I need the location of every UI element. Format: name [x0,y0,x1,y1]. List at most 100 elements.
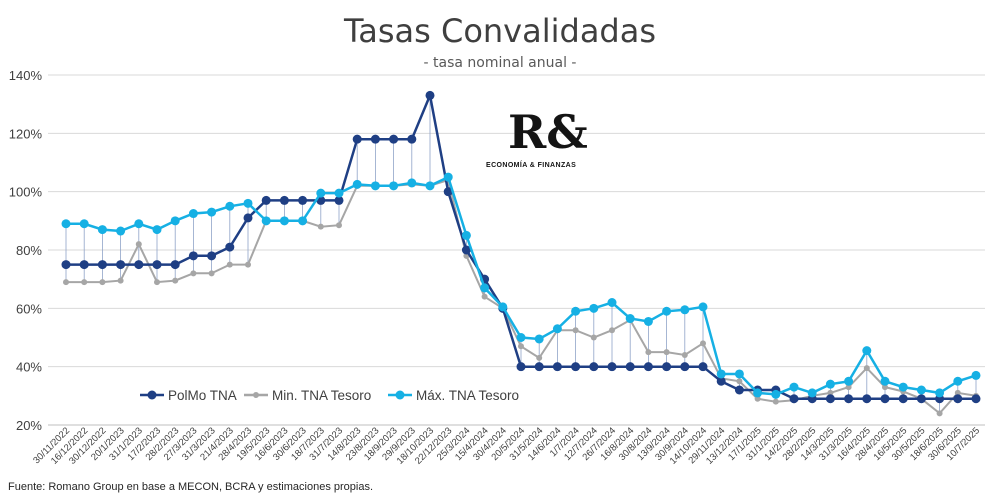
y-tick-label: 140% [9,68,43,83]
data-point [552,324,562,334]
data-point [807,388,817,398]
data-point [207,207,217,217]
data-point [225,242,235,252]
data-point [590,334,597,341]
data-point [645,349,652,356]
data-point [425,181,435,191]
data-point [789,394,799,404]
data-point [736,378,743,385]
data-point [152,225,162,235]
series-line [66,178,977,415]
data-point [279,195,289,205]
legend-swatch-marker [253,392,259,398]
data-point [789,382,799,392]
data-point [607,298,617,307]
legend-label: PolMo TNA [168,388,237,403]
series-lines [61,90,981,417]
data-point [61,219,71,229]
data-point [880,394,890,404]
data-point [134,260,144,270]
data-point [754,395,761,402]
data-point [734,369,744,379]
data-point [298,216,308,226]
data-point [190,270,197,277]
data-point [862,394,872,404]
data-point [170,216,180,226]
data-point [863,365,870,372]
data-point [971,394,981,404]
legend-swatch-marker [395,390,405,400]
x-axis-ticks: 30/11/202216/12/202230/12/202220/1/20233… [31,425,982,466]
data-point [79,219,89,229]
data-point [334,188,344,198]
data-point [953,376,963,386]
data-point [208,270,215,277]
logo-text: ECONOMÍA & FINANZAS [486,162,577,169]
data-point [407,134,417,144]
source-note: Fuente: Romano Group en base a MECON, BC… [8,481,374,493]
data-point [662,306,672,316]
data-point [97,225,107,235]
data-point [261,195,271,205]
y-tick-label: 20% [16,418,42,433]
data-point [116,226,126,236]
y-axis-ticks: 20% 40% 60% 80% 100% 120% 140% [9,68,43,433]
data-point [552,362,562,372]
data-point [534,362,544,372]
y-tick-label: 40% [16,360,42,375]
data-point [772,398,779,405]
data-point [625,314,635,324]
legend-swatch-marker [147,390,157,400]
data-point [700,340,706,347]
data-point [207,251,217,261]
legend: PolMo TNA Min. TNA Tesoro Máx. TNA Tesoro [140,388,519,403]
data-point [680,305,690,315]
data-point [461,245,471,255]
data-point [425,90,435,100]
data-point [862,346,872,356]
data-point [536,354,543,361]
data-point [607,362,617,372]
data-point [825,394,835,404]
data-point [370,134,380,144]
data-point [117,277,124,284]
data-point [134,219,144,229]
data-point [534,334,544,344]
data-point [188,251,198,261]
data-point [589,362,599,372]
data-point [572,327,579,334]
data-point [625,362,635,372]
data-point [97,260,107,270]
legend-label: Min. TNA Tesoro [272,388,371,403]
data-point [316,188,326,198]
data-point [898,382,908,392]
data-point [643,362,653,372]
data-point [154,279,160,286]
data-point [461,230,471,240]
data-point [63,279,69,286]
data-point [571,306,581,316]
data-point [936,410,943,417]
data-point [681,352,688,358]
data-point [716,376,726,386]
data-point [352,179,362,189]
data-point [317,223,324,230]
data-point [389,181,399,191]
data-point [734,385,744,395]
data-point [882,384,888,391]
data-point [99,279,106,286]
data-point [844,394,854,404]
data-point [336,222,342,229]
legend-label: Máx. TNA Tesoro [416,388,519,403]
data-point [589,303,599,313]
data-point [188,209,198,219]
logo-mark: R& [508,105,588,159]
data-point [680,362,690,372]
data-point [135,241,142,248]
data-point [753,388,763,398]
data-point [481,293,488,300]
data-point [954,389,961,396]
brand-logo: R& ECONOMÍA & FINANZAS [486,106,596,176]
data-point [827,389,834,396]
